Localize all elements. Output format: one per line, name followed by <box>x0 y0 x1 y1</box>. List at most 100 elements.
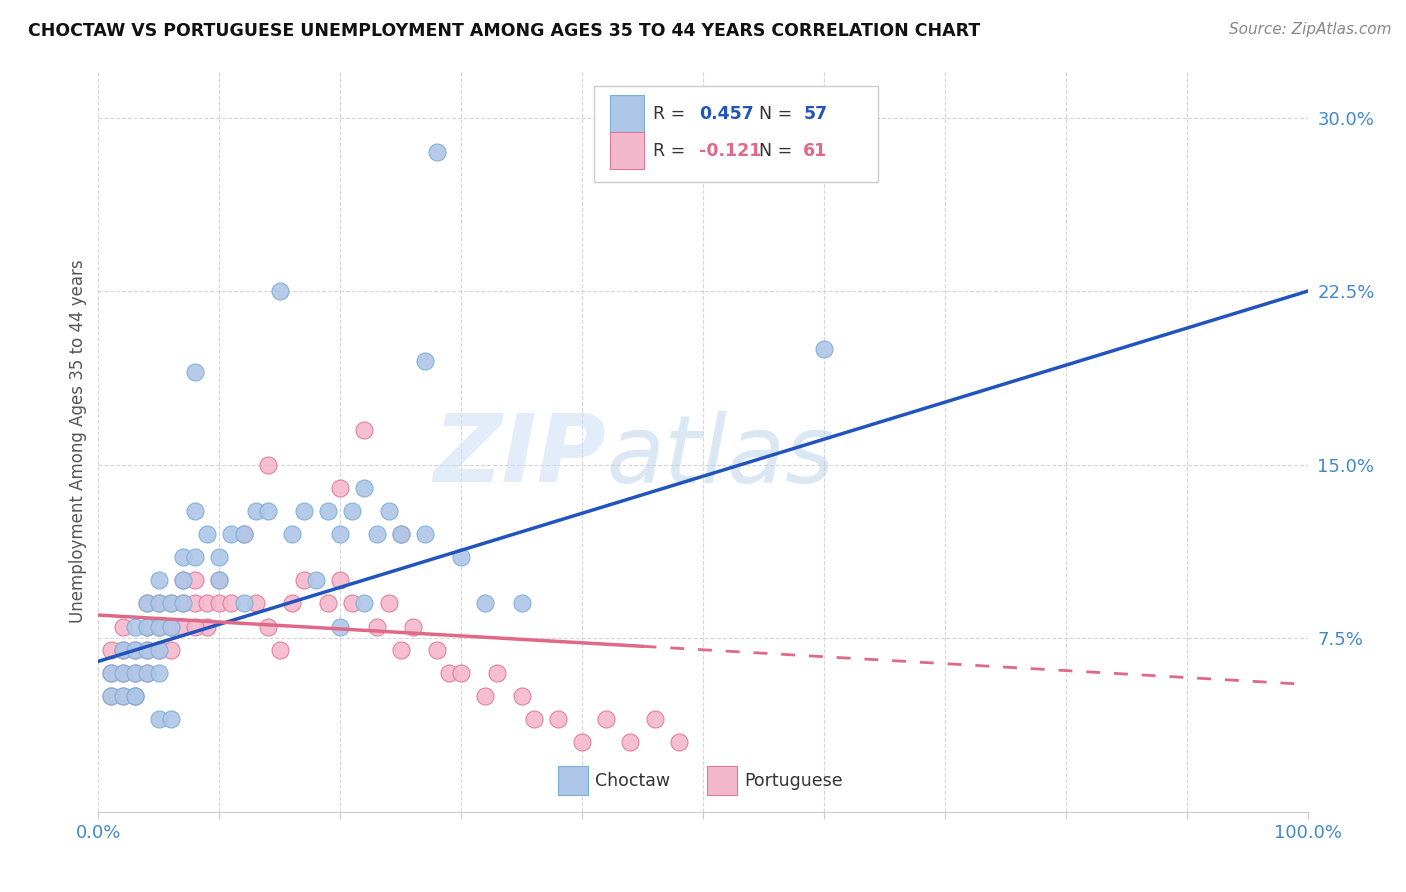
Point <box>172 619 194 633</box>
Point <box>510 597 533 611</box>
Point <box>221 597 243 611</box>
Point <box>208 550 231 565</box>
Point <box>195 619 218 633</box>
Point <box>353 481 375 495</box>
Point <box>523 712 546 726</box>
Point <box>172 597 194 611</box>
Point <box>148 574 170 588</box>
Point <box>426 145 449 160</box>
Point <box>377 597 399 611</box>
Point <box>329 481 352 495</box>
Point <box>377 504 399 518</box>
Point <box>269 284 291 298</box>
Point <box>208 574 231 588</box>
Text: 0.457: 0.457 <box>699 104 754 122</box>
Text: -0.121: -0.121 <box>699 142 762 160</box>
Text: Portuguese: Portuguese <box>744 772 842 789</box>
Point <box>160 597 183 611</box>
Point <box>148 642 170 657</box>
Point <box>184 504 207 518</box>
Point <box>281 527 304 541</box>
Point <box>184 597 207 611</box>
Point <box>184 365 207 379</box>
Point <box>124 689 146 703</box>
Point <box>450 665 472 680</box>
Point <box>172 597 194 611</box>
Text: ZIP: ZIP <box>433 410 606 502</box>
Point <box>269 642 291 657</box>
Point <box>148 712 170 726</box>
Point <box>292 504 315 518</box>
Point <box>208 597 231 611</box>
FancyBboxPatch shape <box>610 132 644 169</box>
Point <box>510 689 533 703</box>
Point <box>353 597 375 611</box>
Point <box>329 619 352 633</box>
Text: N =: N = <box>748 142 797 160</box>
Point <box>437 665 460 680</box>
Point <box>402 619 425 633</box>
Point <box>148 665 170 680</box>
Point <box>342 504 364 518</box>
Point <box>172 550 194 565</box>
Point <box>124 689 146 703</box>
Point <box>124 689 146 703</box>
Point <box>124 642 146 657</box>
Point <box>172 574 194 588</box>
Point <box>366 619 388 633</box>
Point <box>232 527 254 541</box>
Text: R =: R = <box>654 142 692 160</box>
Point <box>644 712 666 726</box>
Point <box>353 423 375 437</box>
Point <box>256 458 278 472</box>
Point <box>111 689 134 703</box>
Point <box>292 574 315 588</box>
Point <box>389 527 412 541</box>
Point <box>245 597 267 611</box>
Point <box>195 597 218 611</box>
Point <box>124 642 146 657</box>
Point <box>245 504 267 518</box>
Point <box>474 597 496 611</box>
Point <box>184 550 207 565</box>
Point <box>474 689 496 703</box>
Text: atlas: atlas <box>606 411 835 502</box>
Point <box>619 735 641 749</box>
Point <box>413 353 436 368</box>
FancyBboxPatch shape <box>595 87 879 183</box>
Point <box>160 642 183 657</box>
FancyBboxPatch shape <box>558 766 588 796</box>
Point <box>124 665 146 680</box>
Point <box>100 689 122 703</box>
Text: R =: R = <box>654 104 692 122</box>
Point <box>232 597 254 611</box>
Point <box>366 527 388 541</box>
FancyBboxPatch shape <box>610 95 644 132</box>
Point <box>316 504 339 518</box>
Point <box>160 712 183 726</box>
Text: 61: 61 <box>803 142 828 160</box>
Text: Choctaw: Choctaw <box>595 772 671 789</box>
Point <box>135 619 157 633</box>
Point <box>232 527 254 541</box>
Point <box>426 642 449 657</box>
Text: 57: 57 <box>803 104 828 122</box>
Point <box>160 597 183 611</box>
Point <box>148 619 170 633</box>
Point <box>342 597 364 611</box>
Point <box>148 597 170 611</box>
Point <box>148 597 170 611</box>
Point <box>184 574 207 588</box>
Point <box>135 642 157 657</box>
Point <box>208 574 231 588</box>
Point <box>389 642 412 657</box>
Point <box>124 665 146 680</box>
Point <box>256 504 278 518</box>
Point <box>813 342 835 356</box>
Point <box>111 619 134 633</box>
Point <box>135 665 157 680</box>
Point <box>221 527 243 541</box>
Point <box>135 597 157 611</box>
Point <box>256 619 278 633</box>
Point <box>135 642 157 657</box>
